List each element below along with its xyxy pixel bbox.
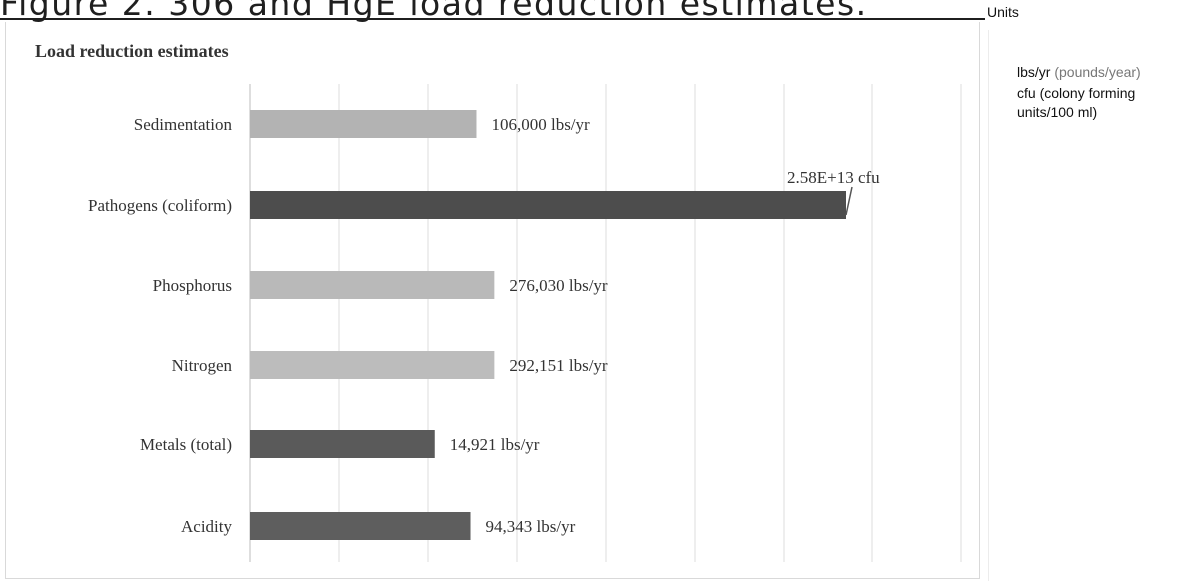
category-label: Phosphorus xyxy=(153,276,232,295)
bar-acidity xyxy=(250,512,471,540)
heading-underline xyxy=(0,18,985,20)
category-label: Sedimentation xyxy=(134,115,233,134)
value-label: 2.58E+13 cfu xyxy=(787,168,880,187)
value-label: 106,000 lbs/yr xyxy=(491,115,590,134)
chart-frame xyxy=(5,22,980,579)
category-label: Nitrogen xyxy=(172,356,233,375)
bars xyxy=(250,110,846,540)
units-divider xyxy=(988,30,989,581)
bar-sedimentation xyxy=(250,110,477,138)
category-label: Pathogens (coliform) xyxy=(88,196,232,215)
units-panel: Units lbs/yr (pounds/year) cfu (colony f… xyxy=(985,0,1192,581)
labels: Sedimentation 106,000 lbs/yr Pathogens (co… xyxy=(88,115,880,536)
bar-phosphorus xyxy=(250,271,495,299)
bar-nitrogen xyxy=(250,351,495,379)
value-leader-line xyxy=(845,186,853,216)
bar-pathogens-coliform xyxy=(250,191,846,219)
value-label: 276,030 lbs/yr xyxy=(509,276,608,295)
units-cfu-line: cfu (colony forming units/100 ml) xyxy=(1017,85,1136,120)
grid-lines xyxy=(249,84,962,562)
units-lbs-line: lbs/yr (pounds/year) xyxy=(1017,64,1141,80)
chart-title: Load reduction estimates xyxy=(35,41,229,61)
bar-chart: Load reduction estimates Sedimentation 10… xyxy=(35,41,962,562)
value-label: 14,921 lbs/yr xyxy=(450,435,540,454)
category-label: Metals (total) xyxy=(140,435,232,454)
units-lbs-unit: lbs/yr xyxy=(1017,64,1051,80)
value-label: 94,343 lbs/yr xyxy=(486,517,576,536)
units-title: Units xyxy=(987,4,1019,20)
bar-metals-total xyxy=(250,430,435,458)
category-label: Acidity xyxy=(181,517,232,536)
page-heading: Figure 2. 306 and HgE load reduction est… xyxy=(0,0,868,22)
value-label: 292,151 lbs/yr xyxy=(509,356,608,375)
units-lbs-desc: (pounds/year) xyxy=(1054,64,1141,80)
